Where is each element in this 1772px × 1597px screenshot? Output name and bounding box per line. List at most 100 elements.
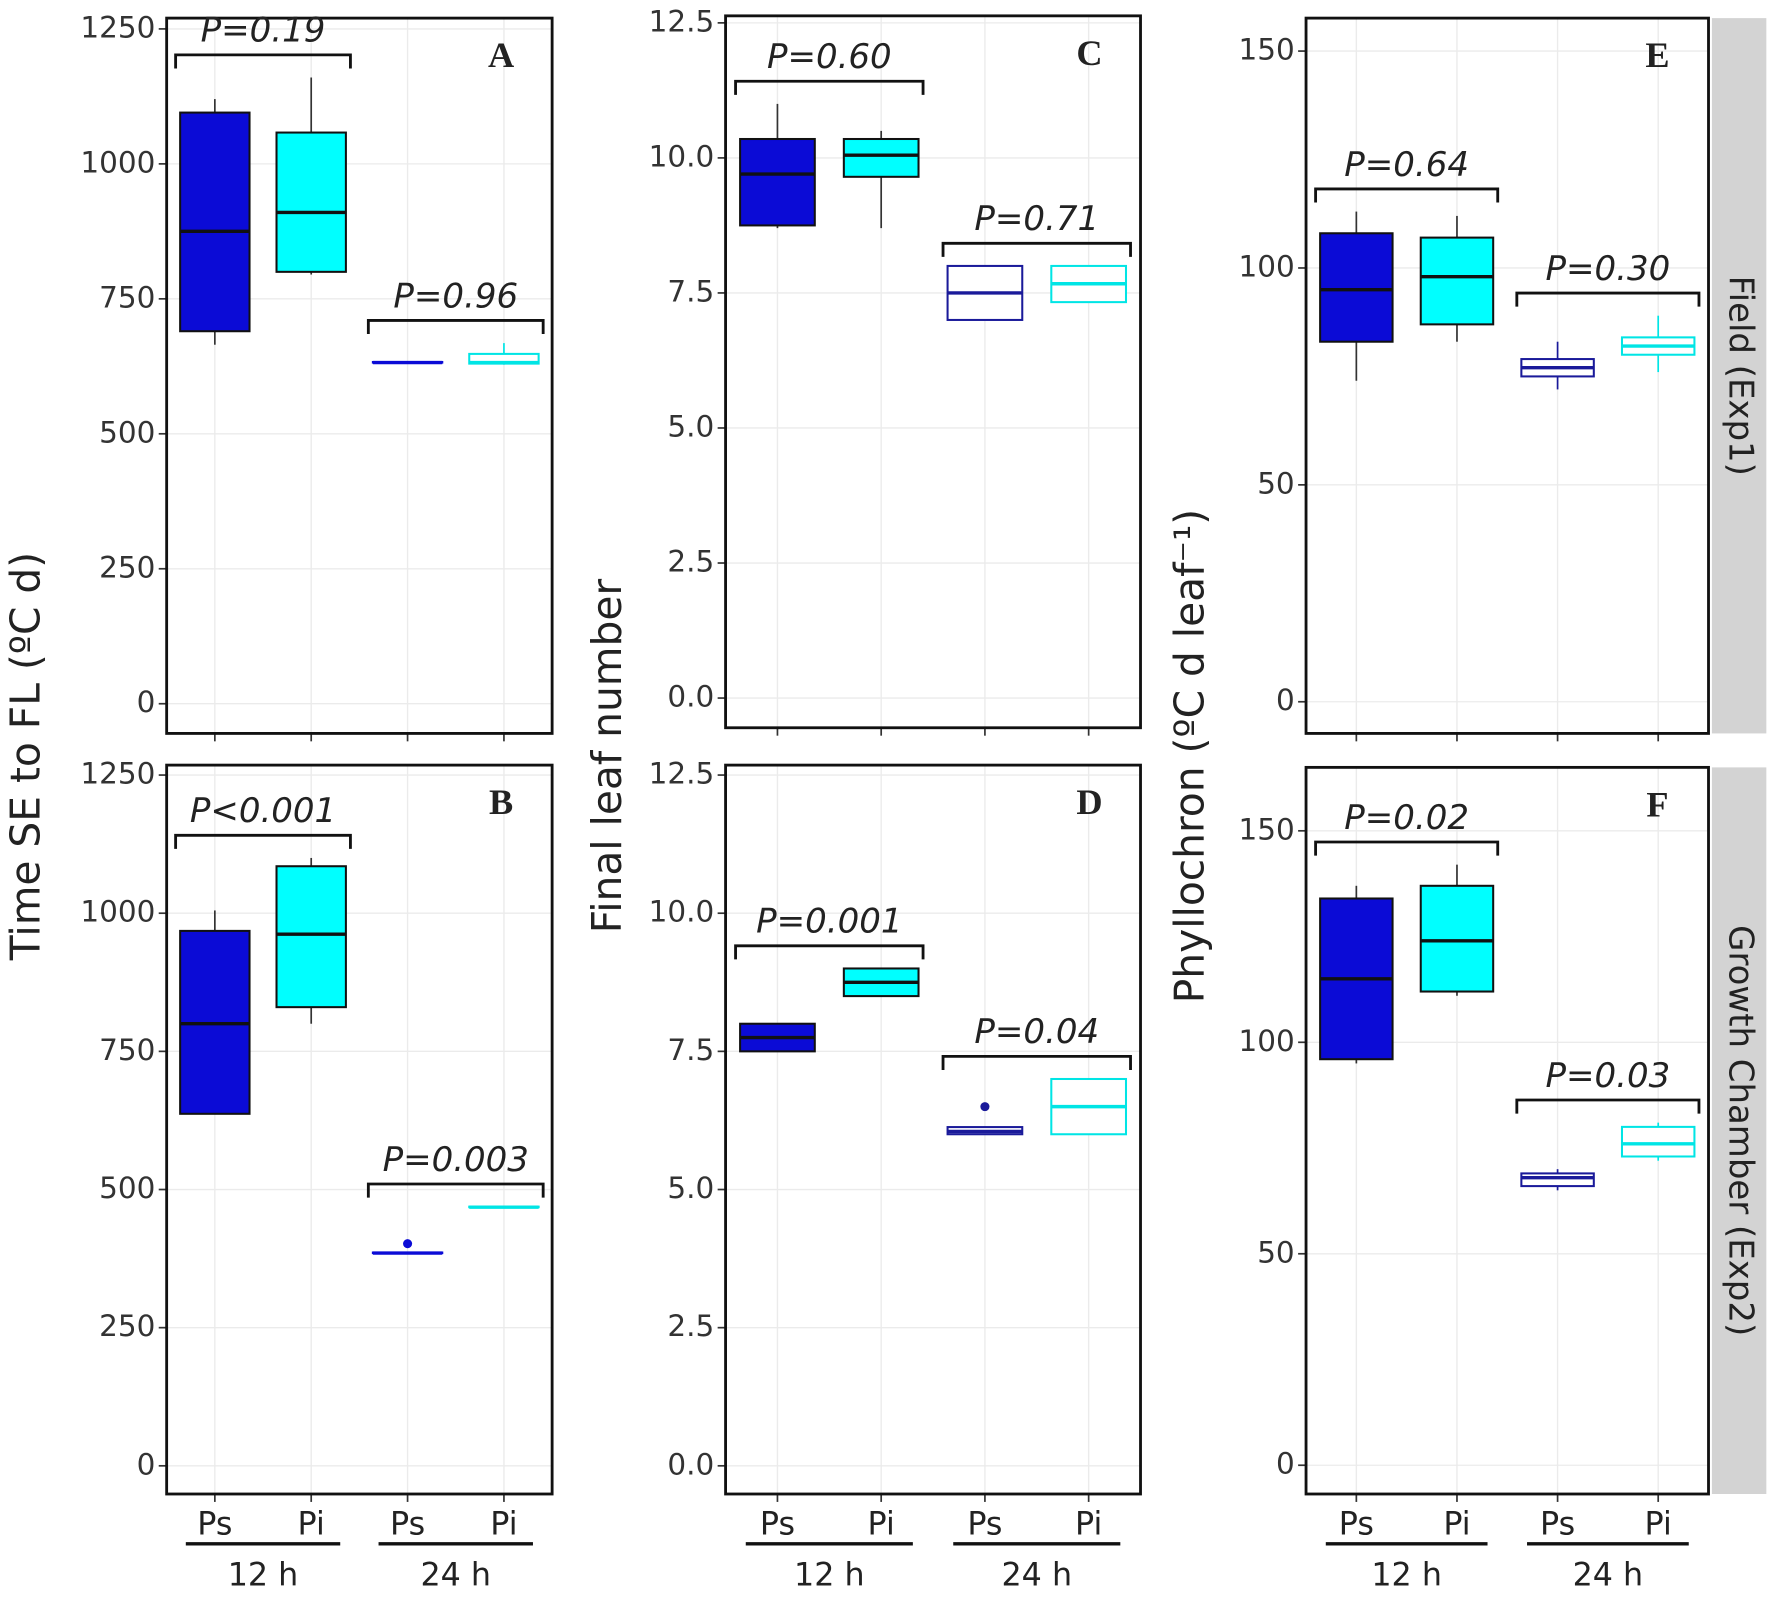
y-tick-label: 1000	[80, 895, 155, 929]
facet-label: Growth Chamber (Exp2)	[1721, 925, 1761, 1336]
group-label: 24 h	[420, 1558, 491, 1594]
box	[842, 137, 920, 178]
box	[739, 137, 816, 227]
y-tick-label: 50	[1257, 466, 1295, 500]
x-tick-label: Ps	[390, 1507, 425, 1543]
y-tick-label: 100	[1238, 249, 1294, 283]
p-bracket	[734, 79, 925, 95]
facet-label: Field (Exp1)	[1721, 276, 1761, 476]
p-value: P=0.04	[974, 1012, 1099, 1052]
group-label: 12 h	[794, 1558, 865, 1594]
p-bracket	[1515, 1098, 1701, 1114]
plot-frame	[1304, 16, 1710, 735]
x-tick-label: Ps	[197, 1507, 232, 1543]
plot-frame	[724, 763, 1142, 1496]
y-tick-label: 750	[99, 1033, 155, 1067]
box	[1419, 884, 1495, 993]
plot-background	[725, 15, 1141, 728]
plot-frame	[724, 14, 1142, 730]
y-tick-label: 1000	[80, 145, 155, 179]
p-value: P=0.03	[1546, 1056, 1671, 1096]
x-tick-label: Ps	[1540, 1507, 1575, 1543]
y-tick-label: 1250	[80, 10, 155, 44]
x-tick-label: Pi	[1645, 1507, 1672, 1543]
box	[1319, 232, 1394, 343]
x-tick-label: Pi	[1075, 1507, 1102, 1543]
p-value: P=0.003	[383, 1140, 529, 1180]
box	[1620, 1125, 1696, 1158]
y-tick-label: 0	[137, 685, 156, 719]
facet-strip	[1711, 18, 1767, 734]
y-tick-label: 5.0	[667, 1171, 714, 1205]
box	[1419, 236, 1495, 326]
group-label: 24 h	[1001, 1558, 1072, 1594]
outlier	[403, 1239, 413, 1249]
y-tick-label: 750	[99, 280, 155, 314]
y-tick-label: 7.5	[667, 1033, 714, 1067]
group-label: 24 h	[1573, 1558, 1644, 1594]
x-tick-label: Pi	[1443, 1507, 1470, 1543]
y-tick-label: 2.5	[667, 545, 714, 579]
plot-frame	[1304, 765, 1710, 1496]
p-value: P=0.60	[767, 37, 892, 77]
y-tick-label: 1250	[80, 757, 155, 791]
y-tick-label: 0.0	[667, 1447, 714, 1481]
y-tick-label: 0.0	[667, 680, 714, 714]
outlier	[980, 1102, 990, 1112]
y-axis-label: Phyllochron (ºC d leaf⁻¹)	[1166, 509, 1214, 1003]
y-tick-label: 5.0	[667, 409, 714, 443]
p-value: P=0.71	[974, 199, 1099, 239]
y-tick-label: 100	[1238, 1024, 1294, 1058]
facet-strip	[1711, 767, 1767, 1495]
p-bracket	[941, 1054, 1132, 1070]
p-value: P=0.64	[1344, 145, 1469, 185]
y-tick-label: 150	[1238, 812, 1294, 846]
p-bracket	[1314, 187, 1500, 203]
box	[179, 111, 251, 333]
panel-letter: B	[489, 782, 513, 822]
y-tick-label: 250	[99, 1309, 155, 1343]
panel-letter: A	[488, 35, 514, 75]
plot-background	[166, 765, 553, 1495]
y-tick-label: 250	[99, 550, 155, 584]
box	[275, 131, 347, 273]
group-label: 12 h	[228, 1558, 299, 1594]
p-bracket	[1515, 291, 1701, 307]
box	[1520, 1172, 1595, 1188]
group-label: 12 h	[1371, 1558, 1442, 1594]
y-tick-label: 0	[137, 1447, 156, 1481]
p-bracket	[174, 53, 352, 69]
y-axis-label: Time SE to FL (ºC d)	[1, 552, 49, 961]
plot-frame	[165, 16, 554, 735]
p-value: P=0.30	[1546, 249, 1671, 289]
p-value: P=0.19	[201, 11, 326, 51]
p-value: P=0.02	[1344, 798, 1469, 838]
x-tick-label: Pi	[868, 1507, 895, 1543]
plot-background	[1306, 18, 1709, 734]
plot-frame	[165, 763, 554, 1496]
box	[275, 865, 347, 1009]
y-tick-label: 2.5	[667, 1309, 714, 1343]
y-tick-label: 0	[1276, 1447, 1295, 1481]
y-tick-label: 0	[1276, 683, 1295, 717]
p-bracket	[734, 944, 925, 960]
y-tick-label: 12.5	[649, 4, 715, 38]
y-tick-label: 500	[99, 1171, 155, 1205]
y-tick-label: 12.5	[649, 757, 715, 791]
y-tick-label: 7.5	[667, 274, 714, 308]
panel-letter: D	[1076, 782, 1102, 822]
y-tick-label: 500	[99, 415, 155, 449]
p-bracket	[941, 241, 1132, 257]
y-axis-label: Final leaf number	[583, 579, 631, 934]
x-tick-label: Ps	[760, 1507, 795, 1543]
p-bracket	[366, 1182, 545, 1198]
y-tick-label: 10.0	[649, 139, 715, 173]
y-tick-label: 10.0	[649, 895, 715, 929]
x-tick-label: Ps	[1339, 1507, 1374, 1543]
p-value: P<0.001	[190, 791, 336, 831]
x-tick-label: Pi	[490, 1507, 517, 1543]
p-value: P=0.96	[393, 276, 518, 316]
y-tick-label: 50	[1257, 1235, 1295, 1269]
panel-letter: F	[1646, 784, 1668, 824]
